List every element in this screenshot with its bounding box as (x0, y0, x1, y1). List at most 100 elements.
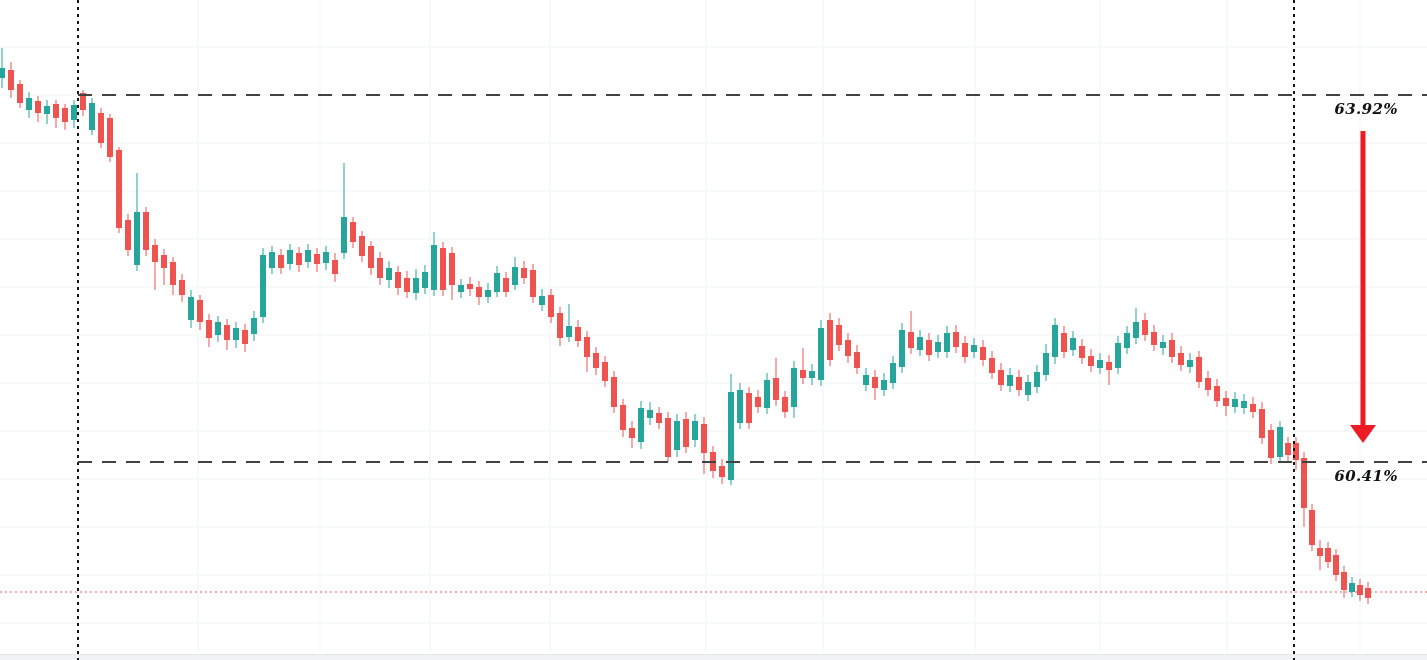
candle (692, 414, 698, 447)
candle-body (575, 327, 581, 341)
candle (503, 272, 509, 297)
candle (305, 244, 311, 268)
candle-body (1333, 555, 1339, 575)
candle-body (278, 255, 284, 268)
candle (458, 279, 464, 298)
candle-body (368, 246, 374, 268)
candle-body (764, 380, 770, 408)
candle (638, 401, 644, 449)
candle-body (755, 397, 761, 407)
candle (530, 264, 536, 303)
candle (296, 247, 302, 272)
candle-body (152, 245, 158, 262)
candle-body (98, 113, 104, 143)
candle (1151, 325, 1157, 351)
candle (566, 304, 572, 342)
candle-body (566, 326, 572, 337)
candle-body (728, 392, 734, 480)
candle (602, 356, 608, 387)
candle (782, 391, 788, 418)
candle (197, 295, 203, 330)
candle-body (476, 287, 482, 297)
candle (1341, 566, 1347, 598)
candle (161, 249, 167, 285)
candle-body (1250, 404, 1256, 412)
candle (1293, 437, 1299, 470)
candle (98, 108, 104, 148)
candle (647, 402, 653, 425)
candle (1349, 577, 1355, 597)
candle (1124, 326, 1130, 354)
candle (548, 289, 554, 323)
candle-body (359, 236, 365, 256)
candle (800, 348, 806, 384)
candle-body (917, 337, 923, 350)
candle (665, 412, 671, 462)
candle (62, 104, 68, 130)
candle (323, 246, 329, 270)
candle-body (260, 255, 266, 317)
candle (746, 387, 752, 429)
candle (971, 338, 977, 358)
candle-body (35, 101, 41, 113)
candle (215, 316, 221, 342)
candle (1205, 371, 1211, 396)
candle-body (1106, 362, 1112, 370)
candle (1196, 351, 1202, 388)
candle-body (512, 267, 518, 285)
candle (116, 147, 122, 233)
candle (872, 370, 878, 400)
candle (791, 361, 797, 418)
candle-body (1025, 382, 1031, 395)
candle (863, 368, 869, 391)
candle-body (809, 371, 815, 378)
candle (242, 324, 248, 352)
candle-body (449, 253, 455, 285)
trend-arrow[interactable] (1350, 131, 1376, 443)
candle (1178, 346, 1184, 371)
candle-body (440, 248, 446, 290)
candle-body (1178, 353, 1184, 365)
candle-body (1142, 320, 1148, 335)
candle (1357, 579, 1363, 601)
candle-body (845, 340, 851, 356)
candle-body (1268, 430, 1274, 458)
candle (809, 364, 815, 385)
candle (494, 266, 500, 297)
candle-body (1214, 386, 1220, 401)
candle (287, 244, 293, 270)
candle (980, 340, 986, 366)
candle (539, 289, 545, 311)
candle (737, 383, 743, 429)
candle-body (296, 253, 302, 265)
candle (917, 330, 923, 356)
candle-body (1301, 458, 1307, 508)
candle (170, 257, 176, 295)
candle-body (1349, 583, 1355, 592)
candle-body (935, 342, 941, 352)
candle (512, 257, 518, 290)
candle (1365, 582, 1371, 604)
candle-body (179, 280, 185, 295)
candle-body (8, 70, 14, 90)
candle (188, 290, 194, 328)
candle (989, 351, 995, 379)
candle (224, 319, 230, 350)
candle-body (953, 332, 959, 347)
candle-body (584, 337, 590, 357)
candle-body (827, 320, 833, 360)
candle-body (818, 328, 824, 380)
candle-body (1088, 356, 1094, 366)
candle-body (161, 255, 167, 268)
candle (368, 241, 374, 275)
candle-body (1317, 548, 1323, 556)
candle (1187, 353, 1193, 373)
candle (395, 266, 401, 295)
candle-body (998, 370, 1004, 385)
candle-body (971, 345, 977, 352)
candle (143, 207, 149, 256)
candle-body (791, 368, 797, 407)
candle (1052, 318, 1058, 364)
